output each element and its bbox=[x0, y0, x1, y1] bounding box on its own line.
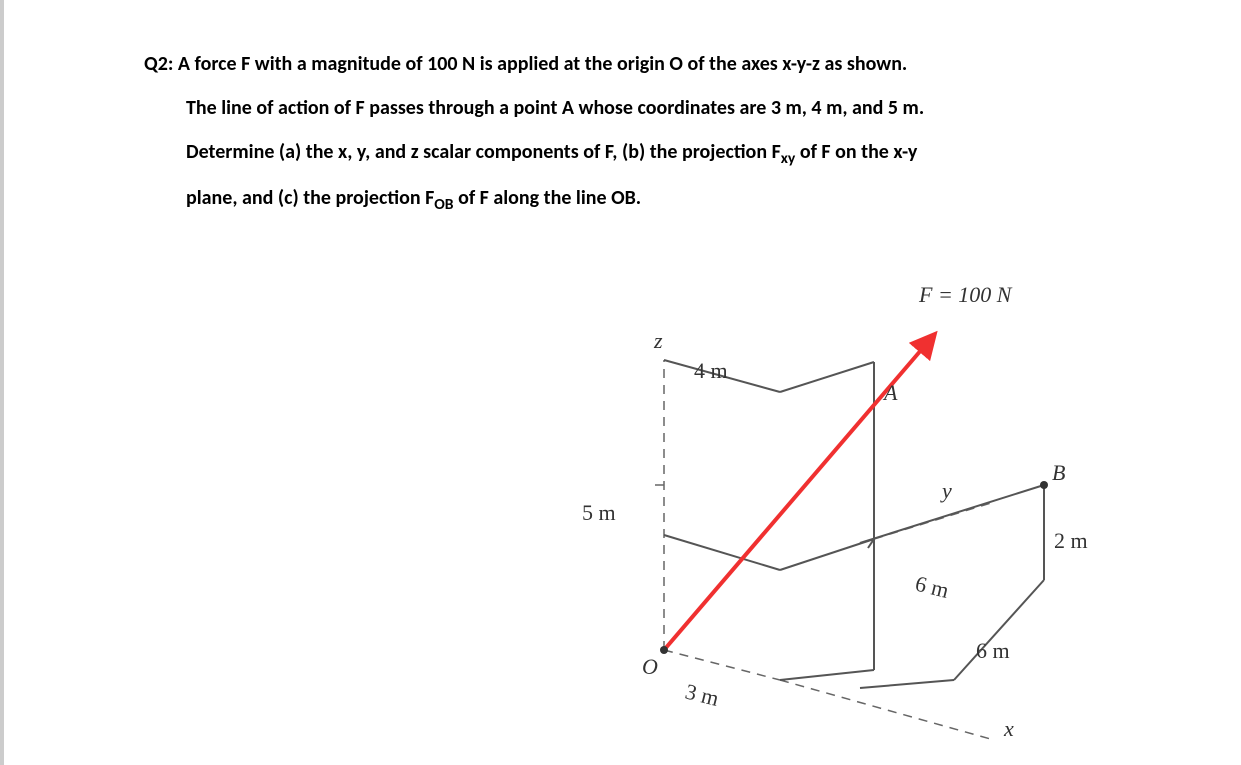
q-line-3-pre: Determine (a) the x, y, and z scalar com… bbox=[186, 140, 781, 164]
q-line-1: A force F with a magnitude of 100 N is a… bbox=[178, 52, 907, 76]
point-o-marker bbox=[660, 646, 668, 654]
dim-3m: 3 m bbox=[683, 679, 722, 711]
q-line-2: The line of action of F passes through a… bbox=[144, 86, 1181, 130]
point-b-marker bbox=[1040, 481, 1048, 489]
point-b-label: B bbox=[1052, 460, 1065, 485]
q-line-3-sub: xy bbox=[781, 149, 796, 168]
axis-y-label: y bbox=[940, 478, 952, 503]
point-a-label: A bbox=[882, 380, 898, 405]
question-text: Q2: A force F with a magnitude of 100 N … bbox=[144, 42, 1181, 223]
q-line-4-sub: OB bbox=[434, 195, 453, 214]
dim-5m: 5 m bbox=[582, 500, 616, 525]
question-label: Q2: bbox=[144, 52, 173, 76]
dim-6m-b: 6 m bbox=[976, 638, 1010, 663]
dim-4m: 4 m bbox=[694, 358, 728, 383]
force-label: F = 100 N bbox=[918, 282, 1013, 307]
axis-z-label: z bbox=[653, 328, 663, 353]
axis-x-label: x bbox=[1003, 716, 1014, 740]
question-block: Q2: A force F with a magnitude of 100 N … bbox=[4, 0, 1241, 223]
q-line-4-post: of F along the line OB. bbox=[454, 186, 642, 210]
dim-6m-a: 6 m bbox=[913, 571, 952, 603]
point-o-label: O bbox=[642, 654, 658, 679]
q-line-3-post: of F on the x-y bbox=[795, 140, 917, 164]
box-lines bbox=[664, 360, 874, 680]
q-line-4-pre: plane, and (c) the projection F bbox=[186, 186, 434, 210]
dim-2m: 2 m bbox=[1054, 528, 1088, 553]
figure-3d-force: F = 100 N A B O x y z 5 m 4 m 3 m 6 m 6 … bbox=[534, 280, 1094, 740]
